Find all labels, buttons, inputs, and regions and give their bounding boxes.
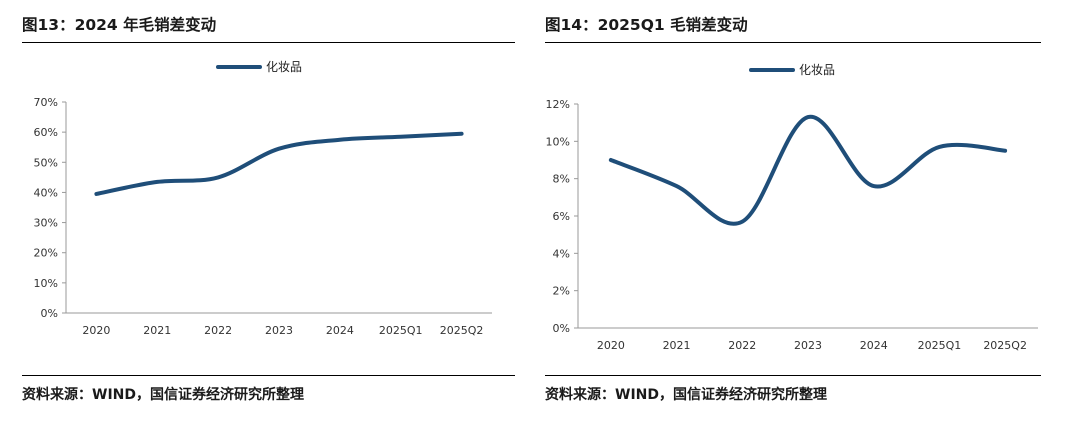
- y-tick-label: 20%: [34, 247, 58, 260]
- x-tick-label: 2025Q2: [983, 339, 1027, 352]
- y-tick-label: 10%: [34, 277, 58, 290]
- x-tick-label: 2025Q1: [379, 324, 423, 337]
- x-tick-label: 2021: [143, 324, 171, 337]
- series-line: [608, 115, 1008, 226]
- gross-sales-margin-chart-2024: 化妆品 0% 10% 20% 30% 40% 50% 60% 70% 2020 2021 2022 20…: [34, 60, 492, 337]
- x-tick-label: 2020: [82, 324, 110, 337]
- y-tick-label: 12%: [546, 98, 570, 111]
- source-note: 资料来源：WIND，国信证券经济研究所整理: [22, 387, 304, 403]
- source-note: 资料来源：WIND，国信证券经济研究所整理: [545, 387, 827, 403]
- x-tick-label: 2020: [597, 339, 625, 352]
- x-tick-label: 2025Q2: [440, 324, 484, 337]
- y-tick-label: 60%: [34, 126, 58, 139]
- y-tick-label: 0%: [553, 322, 570, 335]
- source-rule: [545, 375, 1041, 376]
- y-tick-label: 50%: [34, 156, 58, 169]
- x-tick-label: 2023: [794, 339, 822, 352]
- x-tick-label: 2023: [265, 324, 293, 337]
- right-figure: 图14：2025Q1 毛销差变动 化妆品 0% 2% 4% 6% 8% 10% 12% 2020…: [540, 0, 1080, 421]
- y-tick-label: 40%: [34, 186, 58, 199]
- y-tick-label: 2%: [553, 285, 570, 298]
- y-tick-label: 70%: [34, 96, 58, 109]
- legend-label: 化妆品: [266, 60, 302, 74]
- y-tick-label: 10%: [546, 135, 570, 148]
- y-tick-label: 8%: [553, 173, 570, 186]
- title-rule: [22, 42, 515, 43]
- figure-title: 图14：2025Q1 毛销差变动: [545, 16, 748, 34]
- left-figure: 图13：2024 年毛销差变动 化妆品 0% 10% 20% 30% 40% 50% 60% 7…: [22, 16, 515, 403]
- y-tick-label: 6%: [553, 210, 570, 223]
- x-tick-label: 2025Q1: [918, 339, 962, 352]
- x-tick-label: 2024: [326, 324, 354, 337]
- x-tick-label: 2022: [204, 324, 232, 337]
- x-tick-label: 2024: [860, 339, 888, 352]
- figure-title: 图13：2024 年毛销差变动: [22, 16, 217, 34]
- y-tick-label: 4%: [553, 247, 570, 260]
- gross-sales-margin-chart-2025q1: 化妆品 0% 2% 4% 6% 8% 10% 12% 2020 2021 2022 2023 2024 2…: [546, 63, 1038, 352]
- title-rule: [545, 42, 1041, 43]
- series-line: [94, 131, 464, 196]
- y-tick-label: 30%: [34, 217, 58, 230]
- x-tick-label: 2021: [663, 339, 691, 352]
- legend: 化妆品: [216, 60, 302, 74]
- y-tick-label: 0%: [41, 307, 58, 320]
- x-tick-label: 2022: [728, 339, 756, 352]
- source-rule: [22, 375, 515, 376]
- legend: 化妆品: [749, 63, 835, 77]
- legend-label: 化妆品: [799, 63, 835, 77]
